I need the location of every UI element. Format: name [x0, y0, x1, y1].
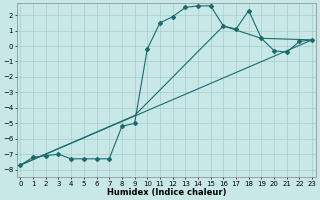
X-axis label: Humidex (Indice chaleur): Humidex (Indice chaleur)	[107, 188, 226, 197]
